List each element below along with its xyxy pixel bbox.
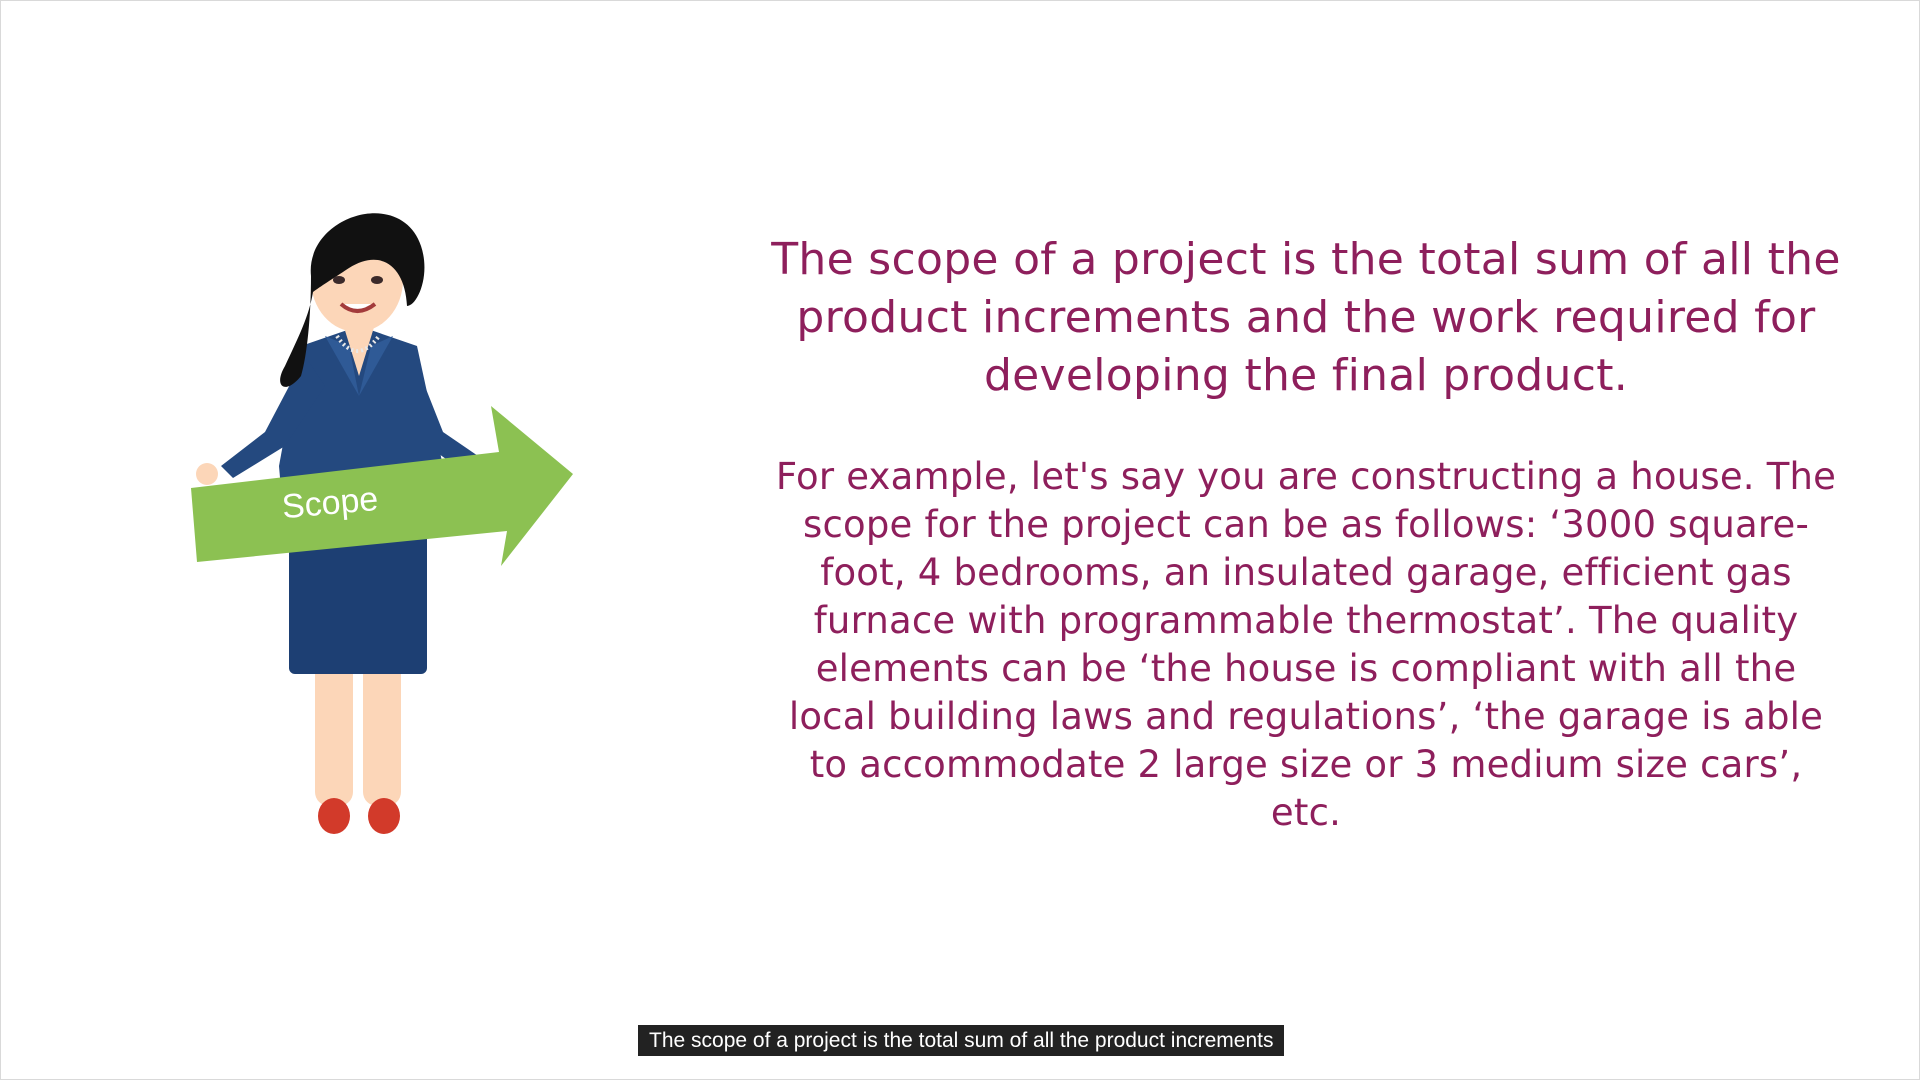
right-shoe [368, 798, 400, 834]
smile [339, 302, 377, 313]
woman-holding-arrow-illustration: Scope [191, 213, 573, 834]
left-arm [221, 356, 325, 478]
jacket-collar-left [325, 336, 359, 396]
scope-arrow-label: Scope [280, 480, 379, 526]
right-leg [363, 656, 401, 806]
slide-example-paragraph: For example, let's say you are construct… [775, 455, 1837, 834]
scope-arrow [191, 406, 573, 566]
slide-headline: The scope of a project is the total sum … [771, 234, 1841, 401]
right-eye [371, 276, 383, 284]
subtitle-caption: The scope of a project is the total sum … [638, 1025, 1285, 1056]
left-leg [315, 656, 353, 806]
left-eye [333, 276, 345, 284]
jacket-collar-right [359, 336, 393, 396]
left-shoe [318, 798, 350, 834]
dress-skirt [289, 526, 427, 674]
neck-skin [343, 324, 375, 376]
slide-text: The scope of a project is the total sum … [771, 231, 1841, 837]
necklace [335, 334, 381, 353]
right-arm [395, 356, 481, 474]
hair [280, 213, 425, 387]
left-hand [196, 463, 218, 485]
